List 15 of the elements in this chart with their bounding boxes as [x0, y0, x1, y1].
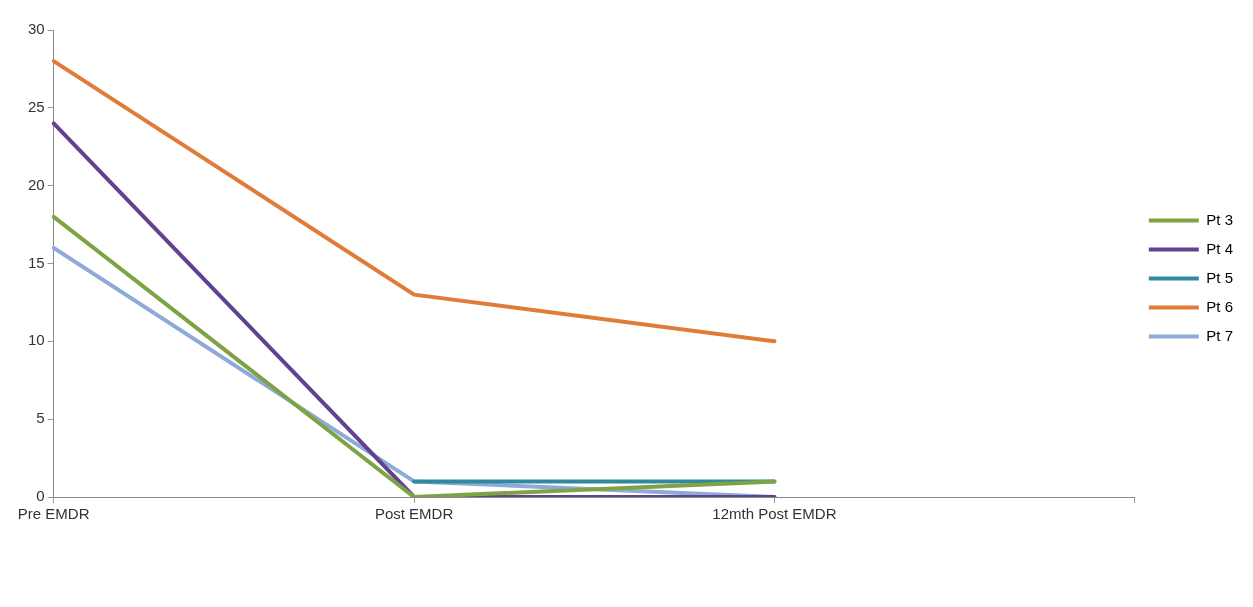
- legend-label: Pt 4: [1206, 239, 1234, 257]
- legend-label: Pt 7: [1206, 326, 1234, 344]
- x-tick-label: Post EMDR: [374, 505, 454, 523]
- legend-label: Pt 6: [1206, 297, 1234, 315]
- legend-label: Pt 3: [1206, 210, 1234, 228]
- y-tick-label: 25: [28, 97, 45, 115]
- x-tick-label: 12mth Post EMDR: [712, 505, 837, 523]
- y-tick-label: 0: [36, 487, 45, 505]
- y-tick-label: 20: [28, 175, 45, 193]
- y-tick-label: 5: [36, 409, 45, 427]
- y-tick-label: 15: [28, 253, 45, 271]
- y-tick-label: 30: [28, 20, 45, 38]
- y-tick-label: 10: [28, 331, 45, 349]
- legend-label: Pt 5: [1206, 268, 1234, 286]
- x-tick-label: Pre EMDR: [17, 505, 90, 523]
